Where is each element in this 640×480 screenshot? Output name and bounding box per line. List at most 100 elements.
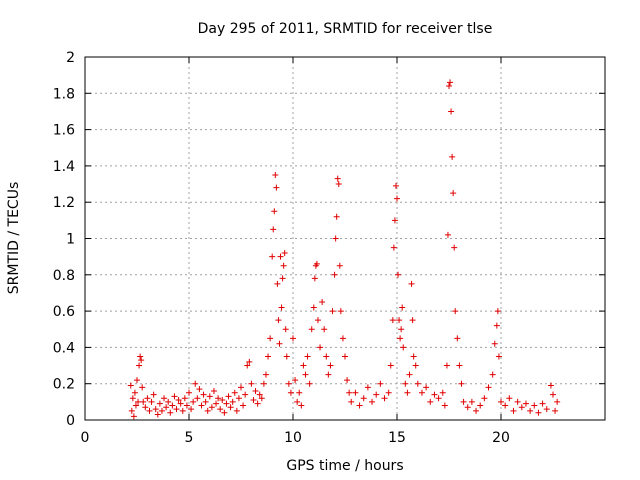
data-point (132, 402, 139, 409)
data-point (439, 389, 446, 396)
data-point (306, 380, 313, 387)
data-point (235, 395, 242, 402)
data-point (158, 407, 165, 414)
data-point (280, 262, 287, 269)
data-point (270, 226, 277, 233)
data-point (194, 395, 201, 402)
data-point (161, 395, 168, 402)
data-point (148, 398, 155, 405)
data-point (412, 362, 419, 369)
data-point (381, 395, 388, 402)
data-point (446, 83, 452, 90)
y-tick-label: 2 (66, 50, 75, 66)
data-point (290, 335, 296, 342)
data-point (314, 317, 321, 324)
y-tick-label: 1.2 (53, 195, 75, 211)
data-point (321, 326, 328, 333)
data-point (468, 398, 475, 405)
data-point (337, 308, 344, 315)
data-point (510, 407, 517, 414)
data-point (240, 402, 247, 409)
data-point (448, 108, 455, 115)
data-point (400, 344, 407, 351)
data-point (183, 402, 190, 409)
data-point (491, 340, 498, 347)
data-point (394, 195, 400, 202)
data-point (552, 407, 559, 414)
data-point (444, 231, 451, 238)
y-tick-label: 0 (66, 413, 75, 429)
x-tick-label: 5 (185, 430, 194, 446)
data-point (418, 389, 425, 396)
data-point (283, 353, 290, 360)
data-point (130, 413, 137, 420)
data-point (210, 387, 217, 394)
data-point (135, 398, 142, 405)
data-point (397, 335, 404, 342)
data-point (256, 391, 263, 398)
data-point (344, 377, 351, 384)
data-point (514, 398, 521, 405)
data-point (219, 397, 226, 404)
data-point (336, 262, 343, 269)
data-points (127, 79, 561, 420)
data-point (278, 304, 285, 311)
data-point (246, 358, 253, 365)
data-point (177, 400, 184, 407)
data-point (348, 398, 355, 405)
data-point (369, 398, 376, 405)
data-point (346, 389, 353, 396)
data-point (454, 335, 461, 342)
data-point (190, 398, 197, 405)
x-tick-label: 10 (284, 430, 302, 446)
y-tick-label: 1.4 (53, 159, 75, 175)
data-point (279, 275, 286, 282)
data-point (535, 409, 542, 416)
data-point (294, 398, 301, 405)
data-point (238, 384, 244, 391)
data-point (332, 235, 339, 242)
data-point (173, 406, 180, 413)
data-point (144, 395, 151, 402)
data-point (208, 404, 215, 411)
data-point (404, 389, 411, 396)
y-tick-labels: 0 0.2 0.4 0.6 0.8 1 1.2 1.4 1.6 1.8 2 (53, 50, 75, 429)
data-point (181, 395, 188, 402)
data-point (334, 175, 341, 182)
data-point (329, 308, 336, 315)
data-point (271, 208, 278, 215)
data-point (451, 244, 458, 251)
data-point (335, 181, 342, 188)
y-tick-label: 0.8 (53, 268, 75, 284)
data-point (352, 389, 359, 396)
data-point (539, 400, 546, 407)
data-point (171, 393, 178, 400)
data-point (493, 322, 500, 329)
data-point (156, 400, 163, 407)
data-point (206, 393, 213, 400)
data-point (331, 271, 338, 278)
data-point (198, 402, 205, 409)
data-point (531, 402, 538, 409)
data-point (150, 391, 157, 398)
data-point (317, 344, 324, 351)
data-point (139, 384, 146, 391)
y-tick-label: 1.8 (53, 86, 75, 102)
data-point (163, 404, 170, 411)
data-point (252, 387, 259, 394)
data-point (364, 384, 371, 391)
data-point (395, 271, 402, 278)
data-point (342, 353, 348, 360)
data-point (298, 402, 305, 409)
y-tick-label: 1 (66, 232, 75, 248)
x-tick-label: 20 (492, 430, 510, 446)
data-point (456, 362, 463, 369)
data-point (146, 407, 153, 414)
data-point (498, 398, 504, 405)
data-point (272, 171, 279, 178)
data-point (543, 406, 550, 413)
x-tick-labels: 0 5 10 15 20 (81, 430, 510, 446)
data-point (233, 407, 240, 414)
data-point (167, 409, 174, 416)
data-point (449, 153, 456, 160)
